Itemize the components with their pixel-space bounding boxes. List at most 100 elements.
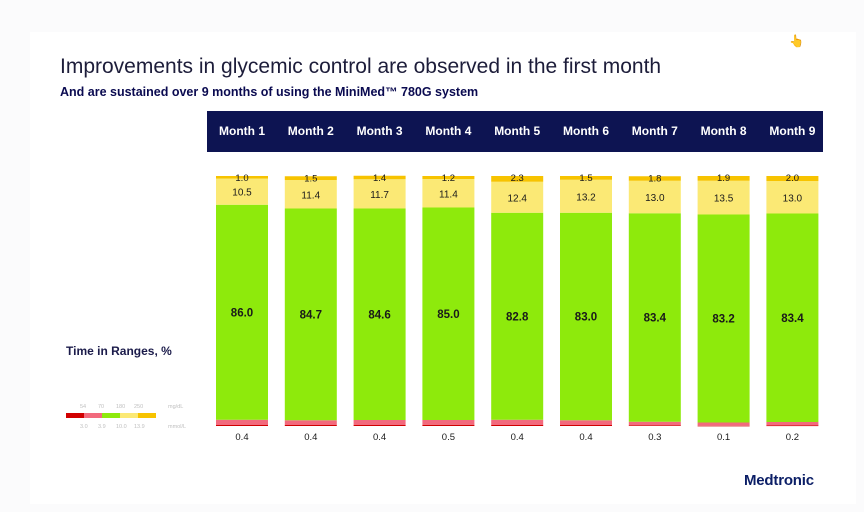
legend-mmol-unit: mmol/L — [168, 424, 186, 430]
legend-mmol-labels: 3.0 3.9 10.0 13.9 — [80, 424, 145, 430]
legend-mmol-value: 13.9 — [134, 424, 145, 430]
data-label: 0.1 — [717, 432, 730, 443]
month-header-label: Month 1 — [219, 124, 265, 138]
bar-segment — [284, 176, 337, 180]
bar-segment — [628, 213, 681, 422]
month-header-label: Month 9 — [769, 124, 816, 138]
data-label: 0.5 — [442, 432, 455, 443]
bar-segment — [284, 425, 337, 426]
bar-segment — [284, 180, 337, 209]
data-label: 0.4 — [579, 432, 592, 443]
legend-swatch — [138, 413, 156, 418]
bar-segment — [560, 176, 612, 180]
bar-segment — [284, 420, 337, 425]
page-subtitle: And are sustained over 9 months of using… — [60, 85, 479, 99]
bar-segment — [422, 424, 475, 426]
bar-segment — [560, 425, 612, 426]
data-label: 1.2 — [442, 173, 455, 184]
month-header-band — [207, 111, 823, 152]
month-header-label: Month 2 — [287, 124, 334, 138]
bar-segment — [216, 176, 268, 179]
legend-swatch — [120, 413, 138, 418]
legend-mgdl-value: 180 — [116, 404, 125, 410]
bar-segment — [697, 214, 750, 423]
data-label: 84.6 — [368, 309, 390, 321]
legend-mgdl-value: 250 — [134, 404, 143, 410]
data-label: 12.4 — [507, 193, 527, 204]
bar-segment — [697, 176, 750, 181]
bar-segment — [628, 421, 681, 426]
bar-segment — [560, 420, 612, 425]
page-title: Improvements in glycemic control are obs… — [60, 55, 662, 78]
data-label: 1.5 — [304, 173, 317, 184]
data-label: 2.0 — [786, 173, 799, 184]
bar-segment — [628, 176, 681, 181]
legend-mmol-value: 10.0 — [116, 424, 127, 430]
legend-mgdl-labels: 54 70 180 250 — [80, 404, 143, 410]
bar-segment — [697, 425, 750, 427]
bar-segment — [422, 176, 475, 179]
data-label: 0.4 — [373, 432, 386, 443]
legend-mgdl-unit: mg/dL — [168, 404, 183, 410]
bar-segment — [560, 212, 612, 421]
data-label: 1.0 — [235, 173, 248, 184]
legend-swatch — [102, 413, 120, 418]
data-label: 83.4 — [781, 313, 804, 325]
data-label: 13.2 — [576, 192, 596, 203]
bar-segment — [422, 179, 475, 208]
bar-segment — [697, 422, 750, 426]
data-label: 0.2 — [786, 432, 799, 443]
bar-segment — [491, 419, 544, 425]
bar-segment — [353, 179, 406, 209]
data-label: 0.4 — [511, 432, 524, 443]
bar-segment — [491, 181, 544, 213]
data-label: 13.0 — [645, 193, 665, 204]
data-label: 84.7 — [300, 309, 322, 321]
bar-segment — [491, 176, 544, 182]
bar-segment — [216, 425, 268, 426]
month-header-label: Month 6 — [563, 124, 609, 138]
data-label: 13.0 — [783, 193, 803, 204]
bar-segment — [628, 425, 681, 426]
legend-swatch — [84, 413, 102, 418]
bar-segment — [766, 181, 819, 214]
bar-segment — [628, 180, 681, 214]
data-label: 1.9 — [717, 173, 730, 184]
brand-logo: Medtronic — [744, 472, 814, 489]
bar-segment — [216, 204, 268, 420]
data-label: 13.5 — [714, 194, 734, 205]
data-label: 0.3 — [648, 432, 661, 443]
bar-segment — [422, 420, 475, 425]
month-header-label: Month 7 — [631, 124, 678, 138]
bar-segment — [766, 213, 819, 422]
bar-segment — [216, 419, 268, 425]
data-label: 1.5 — [579, 173, 592, 184]
data-label: 83.0 — [575, 312, 597, 324]
data-label: 86.0 — [231, 307, 253, 319]
data-label: 11.4 — [301, 190, 320, 201]
data-label: 11.4 — [439, 189, 458, 200]
data-label: 0.4 — [304, 432, 317, 443]
data-label: 83.2 — [712, 314, 734, 326]
legend-mgdl-value: 70 — [98, 404, 104, 410]
data-label: 85.0 — [437, 309, 459, 321]
bar-segment — [353, 420, 406, 425]
bar-segment — [353, 208, 406, 420]
bar-segment — [216, 178, 268, 205]
data-label: 0.4 — [235, 432, 248, 443]
legend-swatch — [66, 413, 84, 418]
legend-mmol-value: 3.9 — [98, 424, 106, 430]
legend-mmol-value: 3.0 — [80, 424, 88, 430]
bar-segment — [697, 180, 750, 215]
month-header-label: Month 5 — [494, 124, 541, 138]
bar-segment — [766, 176, 819, 181]
bar-segment — [353, 425, 406, 426]
bar-segment — [284, 208, 337, 421]
data-label: 1.8 — [648, 173, 661, 184]
data-label: 82.8 — [506, 311, 529, 323]
bar-segment — [491, 212, 544, 420]
bar-segment — [560, 179, 612, 213]
data-label: 10.5 — [232, 188, 252, 199]
bar-segment — [491, 425, 544, 426]
